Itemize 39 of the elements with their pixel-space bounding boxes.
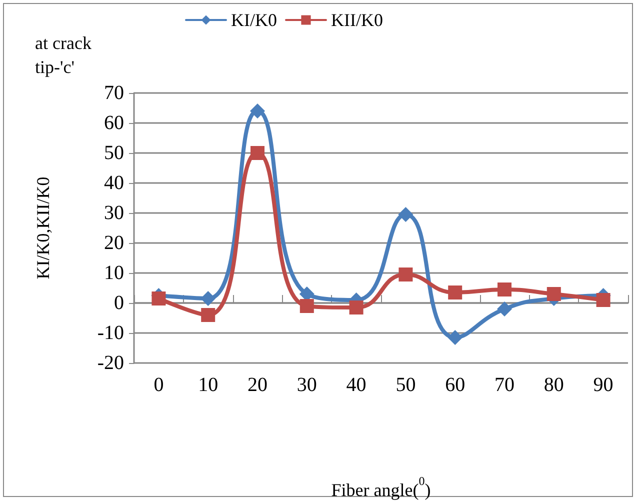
point [546,287,561,301]
point [250,104,265,118]
point [398,268,413,282]
x-tick-label: 60 [445,374,466,396]
y-tick-label: -20 [97,352,124,374]
x-tick-label: 70 [494,374,514,396]
point [448,286,462,300]
x-tick-label: 80 [544,374,564,396]
y-tick-label: 60 [104,112,124,134]
point [498,282,512,296]
x-tick-label: 90 [593,374,614,396]
y-tick-label: 10 [104,262,124,284]
x-tick-label: 0 [154,374,164,396]
point [497,302,512,316]
y-tick-label: -10 [97,322,124,344]
y-tick-label: 0 [114,292,124,314]
chart-title: at crack tip-'c' [35,33,96,77]
point [250,146,264,160]
point [398,207,414,222]
y-tick-label: 70 [104,82,124,104]
x-tick-label: 20 [248,374,268,396]
y-tick-label: 30 [104,202,124,224]
point [200,291,216,306]
point [349,300,364,314]
y-tick-label: 20 [104,232,124,254]
y-tick-label: 40 [104,172,124,194]
x-tick-label: 40 [346,374,366,396]
point [448,330,463,345]
x-tick-label: 50 [396,374,416,396]
x-tick-label: 10 [198,374,218,396]
point [201,308,216,322]
point [152,292,166,306]
y-axis-title: KI/K0,KII/K0 [33,176,53,280]
legend-label: KI/K0 [231,10,277,30]
y-tick-label: 50 [104,142,124,164]
point [300,299,314,313]
x-tick-label: 30 [296,374,317,396]
point [596,293,610,307]
legend-label: KII/K0 [330,10,383,30]
